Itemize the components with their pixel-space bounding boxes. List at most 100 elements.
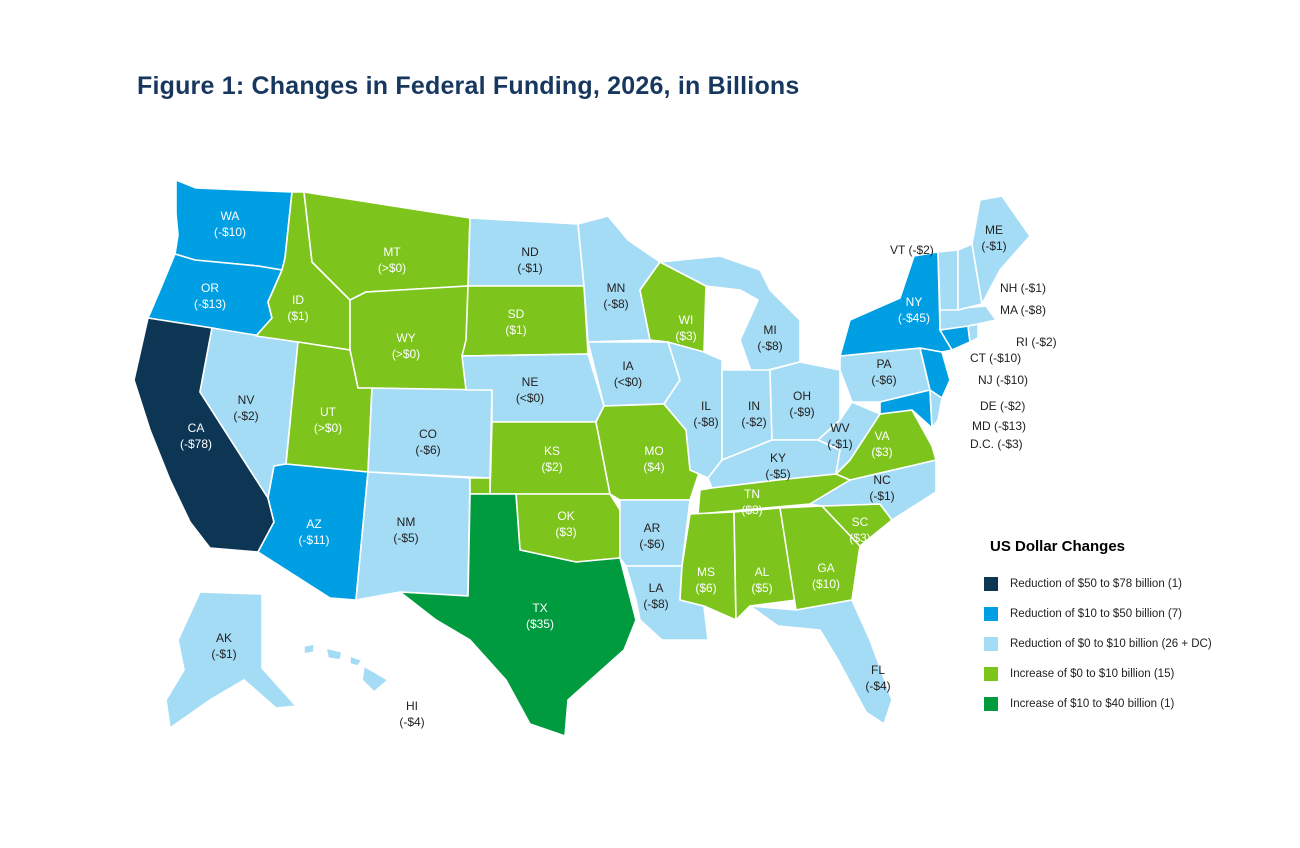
label-VT: VT (-$2) xyxy=(890,243,934,257)
label-TX: TX ($35) xyxy=(526,601,554,631)
svg-text:NY: NY xyxy=(906,295,923,309)
label-OR: OR (-$13) xyxy=(194,281,226,311)
label-MD: MD (-$13) xyxy=(972,419,1026,433)
svg-text:WV: WV xyxy=(830,421,849,435)
state-FL[interactable] xyxy=(749,599,893,725)
legend: US Dollar Changes Reduction of $50 to $7… xyxy=(984,538,1212,719)
svg-text:(-$5): (-$5) xyxy=(765,467,790,481)
svg-text:WI: WI xyxy=(679,313,694,327)
svg-text:(-$10): (-$10) xyxy=(214,225,246,239)
label-MO: MO ($4) xyxy=(643,444,664,474)
legend-item: Reduction of $10 to $50 billion (7) xyxy=(984,599,1212,629)
svg-text:(-$6): (-$6) xyxy=(871,373,896,387)
state-VT[interactable] xyxy=(937,249,959,311)
svg-text:AR: AR xyxy=(644,521,661,535)
label-IA: IA (<$0) xyxy=(614,359,642,389)
svg-text:NM: NM xyxy=(397,515,416,529)
svg-text:AZ: AZ xyxy=(306,517,321,531)
svg-text:(-$6): (-$6) xyxy=(415,443,440,457)
label-MN: MN (-$8) xyxy=(603,281,628,311)
label-NH: NH (-$1) xyxy=(1000,281,1046,295)
svg-text:(<$0): (<$0) xyxy=(516,391,544,405)
state-AZ[interactable] xyxy=(257,463,369,601)
svg-text:LA: LA xyxy=(649,581,664,595)
state-ME[interactable] xyxy=(971,195,1031,305)
label-NC: NC (-$1) xyxy=(869,473,894,503)
svg-text:($10): ($10) xyxy=(812,577,840,591)
svg-text:($3): ($3) xyxy=(871,445,892,459)
svg-text:(-$6): (-$6) xyxy=(639,537,664,551)
state-TX[interactable] xyxy=(399,493,637,737)
legend-swatch xyxy=(984,607,998,621)
label-CA: CA (-$78) xyxy=(180,421,212,451)
svg-text:(-$1): (-$1) xyxy=(827,437,852,451)
label-NM: NM (-$5) xyxy=(393,515,418,545)
label-ND: ND (-$1) xyxy=(517,245,542,275)
svg-text:(-$78): (-$78) xyxy=(180,437,212,451)
state-WV[interactable] xyxy=(817,401,881,475)
label-NJ: NJ (-$10) xyxy=(978,373,1028,387)
legend-swatch xyxy=(984,667,998,681)
state-IA[interactable] xyxy=(587,341,681,407)
svg-text:(-$13): (-$13) xyxy=(194,297,226,311)
svg-text:(<$0): (<$0) xyxy=(614,375,642,389)
label-RI: RI (-$2) xyxy=(1016,335,1057,349)
state-MA[interactable] xyxy=(939,305,997,331)
state-HI[interactable] xyxy=(303,643,389,693)
svg-text:UT: UT xyxy=(320,405,337,419)
svg-text:($35): ($35) xyxy=(526,617,554,631)
legend-swatch xyxy=(984,697,998,711)
legend-swatch xyxy=(984,637,998,651)
label-VA: VA ($3) xyxy=(871,429,892,459)
state-NY[interactable] xyxy=(839,251,953,357)
label-NE: NE (<$0) xyxy=(516,375,544,405)
svg-text:($1): ($1) xyxy=(505,323,526,337)
svg-text:IA: IA xyxy=(622,359,633,373)
state-IL[interactable] xyxy=(663,341,723,479)
label-CT: CT (-$10) xyxy=(970,351,1021,365)
svg-text:($2): ($2) xyxy=(541,460,562,474)
svg-text:(>$0): (>$0) xyxy=(314,421,342,435)
state-AK[interactable] xyxy=(165,591,297,729)
state-GA[interactable] xyxy=(779,505,861,611)
svg-text:NE: NE xyxy=(522,375,539,389)
svg-text:CA: CA xyxy=(188,421,205,435)
figure-title: Figure 1: Changes in Federal Funding, 20… xyxy=(137,72,800,100)
svg-text:(-$1): (-$1) xyxy=(517,261,542,275)
label-WI: WI ($3) xyxy=(675,313,696,343)
state-AL[interactable] xyxy=(733,507,797,621)
legend-item: Reduction of $0 to $10 billion (26 + DC) xyxy=(984,629,1212,659)
svg-text:OH: OH xyxy=(793,389,811,403)
svg-text:KY: KY xyxy=(770,451,786,465)
label-AK: AK (-$1) xyxy=(211,631,236,661)
svg-text:KS: KS xyxy=(544,444,560,458)
label-OH: OH (-$9) xyxy=(789,389,814,419)
svg-text:NV: NV xyxy=(238,393,255,407)
svg-text:(-$4): (-$4) xyxy=(399,715,424,729)
state-SD[interactable] xyxy=(461,285,589,357)
label-MT: MT (>$0) xyxy=(378,245,406,275)
svg-text:(-$1): (-$1) xyxy=(981,239,1006,253)
svg-text:ID: ID xyxy=(292,293,304,307)
state-MD[interactable] xyxy=(879,389,933,429)
svg-text:ME: ME xyxy=(985,223,1003,237)
svg-text:($3): ($3) xyxy=(741,503,762,517)
svg-text:MT: MT xyxy=(383,245,401,259)
svg-text:(-$2): (-$2) xyxy=(233,409,258,423)
label-FL: FL (-$4) xyxy=(865,663,890,693)
label-ME: ME (-$1) xyxy=(981,223,1006,253)
state-RI[interactable] xyxy=(967,323,979,343)
svg-text:OK: OK xyxy=(557,509,574,523)
label-NV: NV (-$2) xyxy=(233,393,258,423)
state-KS[interactable] xyxy=(489,421,611,495)
label-MA: MA (-$8) xyxy=(1000,303,1046,317)
label-NY: NY (-$45) xyxy=(898,295,930,325)
legend-label: Increase of $0 to $10 billion (15) xyxy=(1010,668,1175,680)
label-AZ: AZ (-$11) xyxy=(298,517,329,547)
label-IN: IN (-$2) xyxy=(741,399,766,429)
svg-text:AL: AL xyxy=(755,565,770,579)
label-UT: UT (>$0) xyxy=(314,405,342,435)
label-DE: DE (-$2) xyxy=(980,399,1025,413)
svg-text:WA: WA xyxy=(221,209,240,223)
